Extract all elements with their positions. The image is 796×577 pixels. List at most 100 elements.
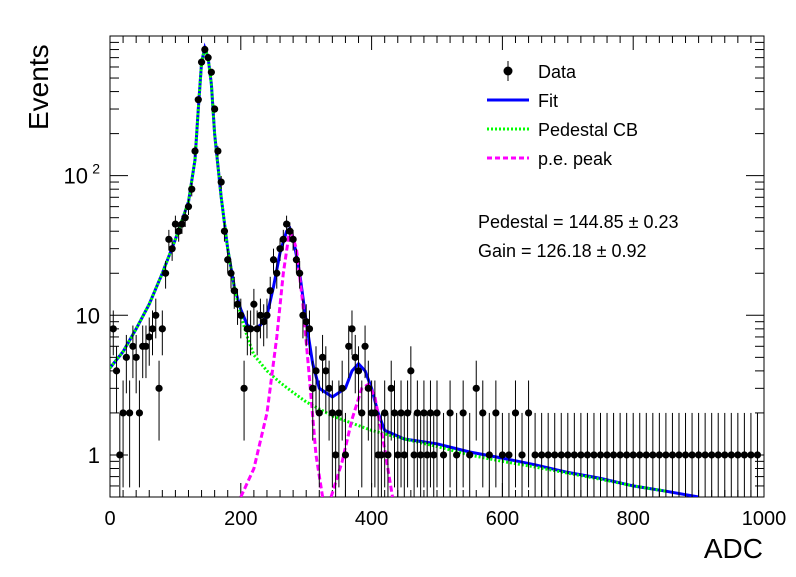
data-point xyxy=(371,380,379,488)
data-marker xyxy=(397,409,405,417)
data-point xyxy=(135,380,144,488)
data-point xyxy=(417,412,425,497)
data-marker xyxy=(466,451,474,459)
data-marker xyxy=(394,451,402,459)
legend-label: Data xyxy=(538,62,577,82)
data-marker xyxy=(590,451,598,459)
data-marker xyxy=(649,451,657,459)
data-marker xyxy=(616,451,624,459)
data-point xyxy=(263,298,271,339)
data-marker xyxy=(740,451,748,459)
data-marker xyxy=(256,311,265,319)
data-point xyxy=(351,334,359,394)
data-marker xyxy=(384,451,392,459)
data-point xyxy=(269,248,278,274)
data-marker xyxy=(132,353,140,361)
data-point xyxy=(753,412,762,497)
y-tick-label: 10 xyxy=(64,164,88,189)
data-marker xyxy=(152,311,160,319)
legend-item-fit: Fit xyxy=(487,91,558,111)
data-marker xyxy=(286,227,294,235)
data-marker xyxy=(240,384,248,392)
data-point xyxy=(498,412,506,497)
data-point xyxy=(292,248,300,274)
data-point xyxy=(423,412,431,497)
data-marker xyxy=(403,409,412,417)
data-marker xyxy=(145,333,153,341)
data-point xyxy=(459,380,467,488)
data-marker xyxy=(171,220,179,228)
data-marker xyxy=(188,185,196,193)
data-point xyxy=(260,304,268,347)
data-point xyxy=(426,380,435,488)
data-marker xyxy=(197,58,206,66)
data-point xyxy=(188,182,196,197)
data-marker xyxy=(596,451,605,459)
data-marker xyxy=(492,409,500,417)
data-point xyxy=(233,288,242,325)
data-marker xyxy=(420,409,428,417)
data-marker xyxy=(161,269,170,277)
data-point xyxy=(518,412,526,497)
data-point xyxy=(603,412,611,497)
data-point xyxy=(583,412,592,497)
data-marker xyxy=(116,451,124,459)
data-marker xyxy=(410,451,418,459)
data-marker xyxy=(168,245,176,253)
series-p-e-peak xyxy=(239,227,325,497)
data-point xyxy=(126,380,134,488)
data-point xyxy=(332,412,340,497)
data-marker xyxy=(233,300,242,308)
data-marker xyxy=(181,214,189,222)
legend-item-data: Data xyxy=(503,61,577,82)
data-marker xyxy=(250,300,258,308)
data-marker xyxy=(662,451,670,459)
data-marker xyxy=(282,220,291,228)
data-point xyxy=(348,310,356,356)
data-marker xyxy=(734,451,742,459)
data-point xyxy=(407,346,415,413)
data-marker xyxy=(142,342,150,350)
data-marker xyxy=(688,451,696,459)
data-marker xyxy=(305,325,314,333)
data-marker xyxy=(446,409,454,417)
data-marker xyxy=(201,45,209,54)
data-point xyxy=(695,412,703,497)
data-point xyxy=(544,412,552,497)
data-point xyxy=(253,310,261,356)
data-point xyxy=(181,209,189,227)
data-point xyxy=(511,380,520,488)
data-marker xyxy=(708,451,716,459)
data-point xyxy=(609,412,618,497)
pedestal-annotation: Pedestal = 144.85 ± 0.23 xyxy=(478,212,679,232)
data-marker xyxy=(727,451,735,459)
data-point xyxy=(390,380,399,488)
data-point xyxy=(433,380,441,488)
data-point xyxy=(430,412,438,497)
data-marker xyxy=(381,409,389,417)
data-point xyxy=(302,304,310,347)
data-marker xyxy=(119,409,127,417)
data-point xyxy=(688,412,696,497)
data-point xyxy=(296,261,304,289)
data-point xyxy=(446,380,454,488)
data-point xyxy=(361,325,369,379)
data-point xyxy=(377,412,386,497)
data-marker xyxy=(253,325,261,333)
data-point xyxy=(250,288,258,325)
x-tick-label: 400 xyxy=(355,508,388,530)
data-marker xyxy=(423,451,431,459)
data-marker xyxy=(110,325,117,333)
data-points xyxy=(110,45,762,497)
data-point xyxy=(309,360,317,441)
data-point xyxy=(318,334,327,394)
data-point xyxy=(387,360,395,441)
data-point xyxy=(335,380,343,488)
data-marker xyxy=(577,451,585,459)
data-marker xyxy=(371,409,379,417)
data-marker xyxy=(387,384,395,392)
data-marker xyxy=(426,409,435,417)
data-marker xyxy=(358,409,366,417)
legend-label: Fit xyxy=(538,91,558,111)
data-marker xyxy=(165,235,173,243)
